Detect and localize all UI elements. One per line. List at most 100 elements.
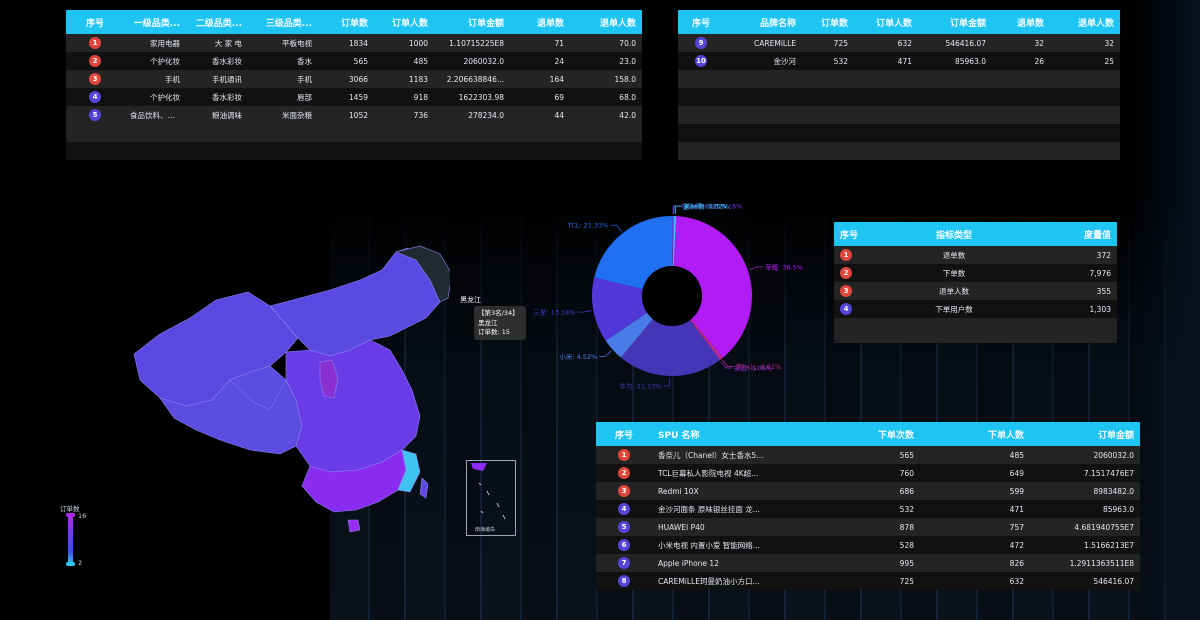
table-row[interactable]: 2 TCL巨幕私人影院电视 4K超... 760 649 7.1517476E7 — [596, 464, 1140, 482]
donut-slice[interactable] — [672, 216, 675, 267]
table-row[interactable]: 4 金沙河面条 原味银丝挂面 龙... 532 471 85963.0 — [596, 500, 1140, 518]
donut-slice-label: 华为: 21.13% — [619, 381, 661, 390]
table-row[interactable]: 9 CAREMiLLE 725 632 546416.07 32 32 — [678, 34, 1120, 52]
map-region-heilongjiang[interactable] — [395, 245, 450, 303]
map-region-central[interactable] — [285, 339, 421, 473]
donut-label-line — [663, 377, 671, 387]
table-row[interactable]: 3 手机 手机通讯 手机 3066 1183 2.206638846... 164 158.0 — [66, 70, 642, 88]
col-order-amount[interactable]: 订单金额 — [1030, 422, 1140, 446]
cell-refunds: 71 — [510, 34, 570, 52]
col-category1[interactable]: 一级品类... — [124, 10, 186, 34]
cell-buyer-count: 649 — [920, 464, 1030, 482]
donut-slice-label: 美ke儿: 0.61% — [736, 362, 781, 371]
col-metric-type[interactable]: 指标类型 — [884, 222, 1024, 246]
col-amount[interactable]: 订单金额 — [434, 10, 510, 34]
cell-category2: 手机通讯 — [186, 70, 248, 88]
donut-slice[interactable] — [689, 319, 721, 361]
col-rank[interactable]: 序号 — [834, 222, 884, 246]
rank-badge: 7 — [618, 557, 630, 569]
donut-slice[interactable] — [594, 216, 673, 290]
cell-rank: 4 — [596, 500, 652, 518]
donut-slice[interactable] — [672, 216, 674, 267]
donut-slice[interactable] — [690, 319, 723, 360]
table-row[interactable]: 1 家用电器大 家 电平板电视 1834 1000 1.10715225E8 71 70.0 — [66, 34, 642, 52]
cell-rank: 2 — [66, 52, 124, 70]
table-row[interactable]: 10 金沙河 532 471 85963.0 26 25 — [678, 52, 1120, 70]
col-refunds[interactable]: 退单数 — [510, 10, 570, 34]
col-amount[interactable]: 订单金额 — [918, 10, 992, 34]
rank-badge: 3 — [89, 73, 101, 85]
donut-slice[interactable] — [620, 319, 720, 376]
donut-slice[interactable] — [592, 277, 648, 341]
table-row[interactable]: 3 Redmi 10X 686 599 8983482.0 — [596, 482, 1140, 500]
table-row[interactable]: 6 小米电视 内置小爱 智能网络... 528 472 1.5166213E7 — [596, 536, 1140, 554]
china-map[interactable] — [120, 240, 450, 540]
table-row[interactable]: 7 Apple iPhone 12 995 826 1.2911363511E8 — [596, 554, 1140, 572]
table-row[interactable]: 8 CAREMiLLE珂曼奶油小方口... 725 632 546416.07 — [596, 572, 1140, 590]
table-row[interactable]: 1 退单数 372 — [834, 246, 1117, 264]
col-buyers[interactable]: 订单人数 — [374, 10, 434, 34]
col-category2[interactable]: 二级品类... — [186, 10, 248, 34]
rank-badge: 9 — [695, 37, 707, 49]
col-refunds[interactable]: 退单数 — [992, 10, 1050, 34]
col-rank[interactable]: 序号 — [596, 422, 652, 446]
map-region-hainan[interactable] — [347, 519, 361, 533]
cell-category1: 个护化妆 — [124, 88, 186, 106]
table-row[interactable]: 5 食品饮料、保... 粮油调味 米面杂粮 1052 736 278234.0 44 42.0 — [66, 106, 642, 124]
cell-category3: 平板电视 — [248, 34, 318, 52]
cell-category3: 手机 — [248, 70, 318, 88]
table-row[interactable]: 2 个护化妆 香水彩妆 香水 565 485 2060032.0 24 23.0 — [66, 52, 642, 70]
category-table-panel: 序号 一级品类... 二级品类... 三级品类... 订单数 订单人数 订单金额… — [66, 10, 642, 160]
legend-handle-max[interactable] — [66, 513, 75, 517]
table-row[interactable]: 2 下单数 7,976 — [834, 264, 1117, 282]
cell-order-amount: 546416.07 — [1030, 572, 1140, 590]
cell-order-amount: 8983482.0 — [1030, 482, 1140, 500]
table-row[interactable]: 1 香奈儿（Chanel）女士香水5... 565 485 2060032.0 — [596, 446, 1140, 464]
map-region-taiwan[interactable] — [419, 477, 429, 499]
cell-rank: 3 — [66, 70, 124, 88]
cell-orders: 532 — [802, 52, 854, 70]
cell-refund-users: 32 — [1050, 34, 1120, 52]
cell-buyers: 632 — [854, 34, 918, 52]
table-row[interactable]: 3 退单人数 355 — [834, 282, 1117, 300]
empty-row — [66, 142, 642, 160]
col-rank[interactable]: 序号 — [678, 10, 724, 34]
rank-badge: 4 — [840, 303, 852, 315]
donut-slice[interactable] — [605, 312, 653, 358]
donut-slice[interactable] — [672, 216, 752, 358]
col-category3[interactable]: 三级品类... — [248, 10, 318, 34]
cell-category1: 家用电器 — [124, 34, 186, 52]
cell-buyers: 1183 — [374, 70, 434, 88]
col-order-count[interactable]: 下单次数 — [822, 422, 920, 446]
table-row[interactable]: 4 下单用户数 1,303 — [834, 300, 1117, 318]
legend-handle-min[interactable] — [66, 562, 75, 566]
brand-donut-chart[interactable]: 荣耀: 38.5% 美ke儿: 0.61%长虹: 0.06% 华为: 21.13% 小… — [520, 196, 820, 396]
col-rank[interactable]: 序号 — [66, 10, 124, 34]
table-row[interactable]: 4 个护化妆 香水彩妆 唇部 1459 918 1622303.98 69 68.0 — [66, 88, 642, 106]
donut-label-line — [722, 360, 734, 367]
cell-spu-name: Redmi 10X — [652, 482, 822, 500]
cell-buyer-count: 599 — [920, 482, 1030, 500]
col-refund-users[interactable]: 退单人数 — [1050, 10, 1120, 34]
col-orders[interactable]: 订单数 — [802, 10, 854, 34]
rank-badge: 3 — [618, 485, 630, 497]
col-spu-name[interactable]: SPU 名称 — [652, 422, 822, 446]
map-region-shaanxi[interactable] — [319, 359, 339, 399]
col-brand[interactable]: 品牌名称 — [724, 10, 802, 34]
col-buyers[interactable]: 订单人数 — [854, 10, 918, 34]
col-metric-value[interactable]: 度量值 — [1024, 222, 1117, 246]
cell-order-count: 686 — [822, 482, 920, 500]
donut-slice[interactable] — [672, 216, 677, 267]
cell-rank: 6 — [596, 536, 652, 554]
cell-spu-name: HUAWEI P40 — [652, 518, 822, 536]
south-sea-inset: 南海诸岛 — [466, 460, 516, 536]
cell-category3: 米面杂粮 — [248, 106, 318, 124]
col-orders[interactable]: 订单数 — [318, 10, 374, 34]
table-row[interactable]: 5 HUAWEI P40 878 757 4.681940755E7 — [596, 518, 1140, 536]
cell-refund-users: 42.0 — [570, 106, 642, 124]
map-region-fujian[interactable] — [397, 449, 421, 493]
visual-map-gradient[interactable] — [68, 516, 73, 564]
donut-slice-label: 长虹: 0.06% — [734, 364, 772, 373]
col-refund-users[interactable]: 退单人数 — [570, 10, 642, 34]
col-buyer-count[interactable]: 下单人数 — [920, 422, 1030, 446]
